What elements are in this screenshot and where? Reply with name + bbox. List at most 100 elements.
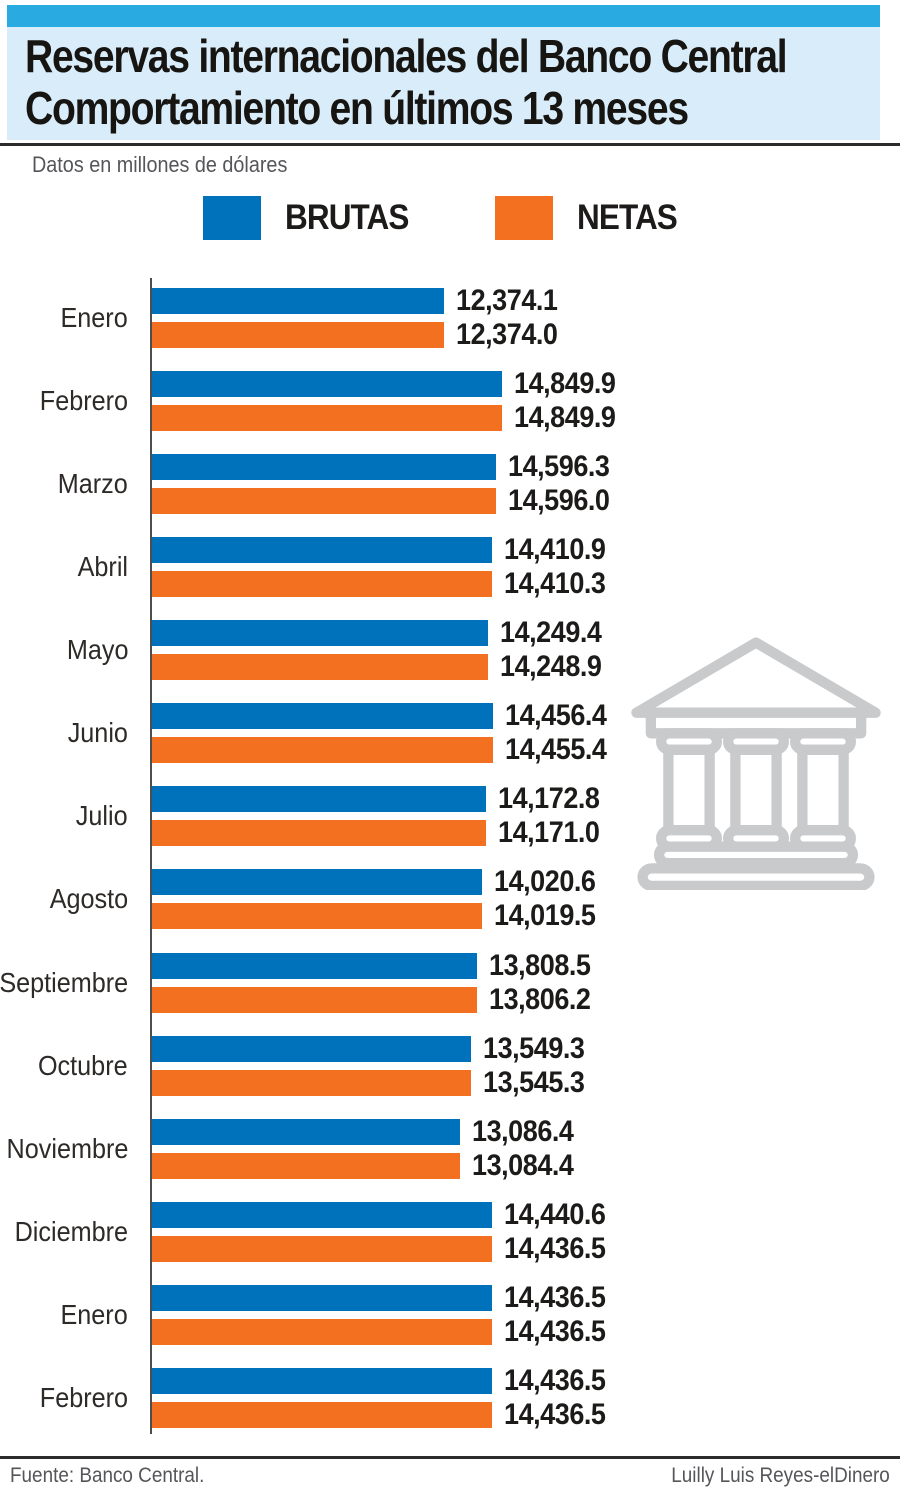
month-label: Agosto	[49, 883, 128, 915]
month-label: Febrero	[39, 385, 128, 417]
brutas-bar	[152, 703, 493, 730]
netas-value-label: 14,019.5	[494, 899, 596, 933]
netas-value-label: 14,410.3	[504, 567, 606, 601]
brutas-bar	[152, 620, 488, 647]
month-row: Mayo 14,249.4 14,248.9	[0, 616, 900, 683]
brutas-bar	[152, 371, 502, 398]
month-row: Noviembre 13,086.4 13,084.4	[0, 1115, 900, 1182]
netas-value-label: 14,436.5	[504, 1314, 606, 1348]
month-row: Julio 14,172.8 14,171.0	[0, 782, 900, 849]
legend: BRUTAS NETAS	[0, 195, 900, 241]
netas-value-label: 13,084.4	[472, 1148, 574, 1182]
month-row: Marzo 14,596.3 14,596.0	[0, 450, 900, 517]
brutas-value-label: 14,410.9	[504, 533, 606, 567]
month-label: Enero	[60, 1298, 128, 1330]
netas-value-label: 14,436.5	[504, 1231, 606, 1265]
netas-bar	[152, 488, 496, 515]
header-accent-bar	[7, 5, 880, 27]
legend-swatch-brutas	[203, 196, 261, 240]
month-label: Noviembre	[6, 1132, 128, 1164]
month-label: Marzo	[57, 468, 128, 500]
legend-label-brutas: BRUTAS	[285, 198, 409, 237]
month-row: Agosto 14,020.6 14,019.5	[0, 865, 900, 932]
brutas-bar	[152, 1035, 471, 1062]
netas-value-label: 13,545.3	[483, 1065, 585, 1099]
month-label: Junio	[67, 717, 128, 749]
header-divider	[0, 143, 900, 146]
netas-bar	[152, 1318, 492, 1345]
brutas-value-label: 14,849.9	[514, 367, 616, 401]
netas-value-label: 13,806.2	[489, 982, 591, 1016]
netas-bar	[152, 654, 488, 681]
page-title-line-1: Reservas internacionales del Banco Centr…	[25, 30, 788, 82]
brutas-value-label: 14,020.6	[494, 865, 596, 899]
month-row: Junio 14,456.4 14,455.4	[0, 699, 900, 766]
bank-icon	[631, 637, 881, 890]
brutas-value-label: 14,440.6	[504, 1197, 606, 1231]
netas-bar	[152, 405, 502, 432]
month-label: Febrero	[39, 1381, 128, 1413]
source-credit: Fuente: Banco Central.	[10, 1464, 226, 1488]
header: Reservas internacionales del Banco Centr…	[7, 27, 880, 140]
brutas-bar	[152, 454, 496, 481]
chart-rows: Enero 12,374.1 12,374.0 Febrero 14,849.9 14,8…	[0, 284, 900, 1431]
month-label: Mayo	[66, 634, 128, 666]
netas-bar	[152, 1152, 460, 1179]
month-label: Octubre	[38, 1049, 128, 1081]
legend-label-netas: NETAS	[577, 198, 678, 237]
brutas-value-label: 14,172.8	[498, 782, 600, 816]
footer-divider	[0, 1456, 900, 1459]
month-row: Enero 12,374.1 12,374.0	[0, 284, 900, 351]
brutas-value-label: 14,436.5	[504, 1363, 606, 1397]
brutas-value-label: 14,249.4	[500, 616, 602, 650]
month-row: Febrero 14,849.9 14,849.9	[0, 367, 900, 434]
brutas-bar	[152, 869, 482, 896]
month-row: Enero 14,436.5 14,436.5	[0, 1281, 900, 1348]
netas-value-label: 14,436.5	[504, 1397, 606, 1431]
month-row: Febrero 14,436.5 14,436.5	[0, 1364, 900, 1431]
month-label: Abril	[77, 551, 128, 583]
bar-chart: Enero 12,374.1 12,374.0 Febrero 14,849.9 14,8…	[0, 278, 900, 1436]
page-title-line-2: Comportamiento en últimos 13 meses	[25, 82, 689, 134]
legend-item-brutas: BRUTAS	[203, 195, 422, 241]
netas-bar	[152, 737, 493, 764]
brutas-value-label: 14,596.3	[508, 450, 610, 484]
netas-bar	[152, 1235, 492, 1262]
brutas-bar	[152, 537, 492, 564]
brutas-bar	[152, 786, 486, 813]
brutas-value-label: 13,549.3	[483, 1031, 585, 1065]
netas-value-label: 14,596.0	[508, 484, 610, 518]
chart-subtitle-text: Datos en millones de dólares	[32, 152, 288, 177]
netas-value-label: 14,455.4	[505, 733, 607, 767]
brutas-value-label: 14,436.5	[504, 1280, 606, 1314]
netas-value-label: 12,374.0	[456, 318, 558, 351]
brutas-bar	[152, 952, 477, 979]
brutas-bar	[152, 1201, 492, 1228]
brutas-bar	[152, 1367, 492, 1394]
netas-bar	[152, 322, 444, 348]
month-row: Septiembre 13,808.5 13,806.2	[0, 949, 900, 1016]
netas-value-label: 14,849.9	[514, 401, 616, 435]
legend-swatch-netas	[495, 196, 553, 240]
netas-value-label: 14,248.9	[500, 650, 602, 684]
month-label: Enero	[60, 302, 128, 333]
month-row: Diciembre 14,440.6 14,436.5	[0, 1198, 900, 1265]
month-label: Septiembre	[0, 966, 128, 998]
source-credit-text: Fuente: Banco Central.	[10, 1464, 205, 1487]
brutas-value-label: 13,808.5	[489, 948, 591, 982]
netas-bar	[152, 903, 482, 930]
brutas-value-label: 13,086.4	[472, 1114, 574, 1148]
brutas-bar	[152, 1284, 492, 1311]
month-label: Julio	[76, 800, 128, 832]
month-label: Diciembre	[14, 1215, 128, 1247]
netas-bar	[152, 820, 486, 847]
author-credit: Luilly Luis Reyes-elDinero	[647, 1464, 890, 1488]
netas-bar	[152, 1401, 492, 1428]
netas-bar	[152, 986, 477, 1013]
author-credit-text: Luilly Luis Reyes-elDinero	[671, 1464, 890, 1487]
brutas-value-label: 12,374.1	[456, 284, 558, 317]
netas-value-label: 14,171.0	[498, 816, 600, 850]
y-axis-line	[150, 278, 152, 1434]
brutas-value-label: 14,456.4	[505, 699, 607, 733]
